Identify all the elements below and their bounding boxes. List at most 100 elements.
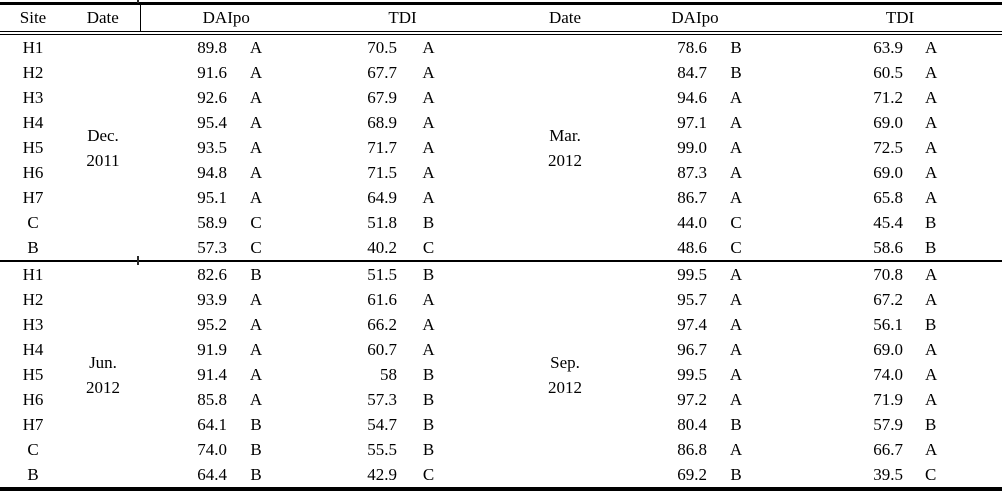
daipo-value-left: 92.6 — [197, 87, 227, 107]
site-cell: H4 — [22, 339, 44, 359]
tdi-value-left: 71.5 — [367, 162, 397, 182]
tdi-grade-right: A — [925, 389, 938, 409]
daipo-value-right: 99.5 — [677, 264, 708, 284]
daipo-grade-left: A — [249, 289, 263, 309]
tdi-value-left: 51.5 — [367, 264, 397, 284]
tdi-grade-left: C — [422, 464, 435, 484]
daipo-grade-left: A — [249, 37, 263, 57]
daipo-grade-left: A — [249, 137, 263, 157]
tdi-value-right: 58.6 — [760, 235, 909, 262]
date-line: Dec. — [87, 125, 119, 145]
tdi-grade-left: A — [422, 137, 435, 157]
daipo-value-left: 85.8 — [197, 389, 227, 409]
data-row-h1: H1 Jun. 2012 82.6 B 51.5 B Sep. 2012 99.5 A 70.8 A — [0, 261, 1002, 397]
tdi-value-left: 51.8 — [367, 212, 397, 232]
header-row: Site Date DAIpo TDI Date DAIpo TDI — [0, 3, 1002, 34]
col-header-daipo-left: DAIpo — [202, 8, 250, 27]
daipo-value-left: 64.4 — [197, 464, 227, 484]
daipo-value-left: 95.4 — [197, 112, 227, 132]
tdi-value-right: 56.1 — [873, 314, 904, 334]
data-row-h6: H6 94.8 A 71.5 A 87.3 A 69.0 A — [0, 160, 1002, 185]
tdi-value-right: 57.9 — [873, 414, 904, 434]
daipo-value-right: 80.4 — [677, 414, 708, 434]
tdi-value-left: 42.9 — [367, 464, 397, 484]
scan-artifact-tick-top — [137, 0, 139, 3]
tdi-value-right: 60.5 — [873, 62, 904, 82]
site-cell: H2 — [22, 62, 44, 82]
daipo-value-right: 97.2 — [677, 389, 708, 409]
tdi-value-left: 60.7 — [367, 339, 397, 359]
data-row-h4: H4 91.9 A 60.7 A 96.7 A 69.0 A — [0, 337, 1002, 362]
daipo-value-left: 58.9 — [197, 212, 227, 232]
daipo-grade-left: A — [249, 87, 263, 107]
tdi-value-right: 74.0 — [873, 364, 904, 384]
site-cell: H5 — [22, 137, 44, 157]
tdi-grade-right: B — [925, 414, 937, 434]
daipo-value-right: 84.7 — [677, 62, 708, 82]
daipo-grade-left: C — [250, 212, 262, 232]
daipo-value-right: 86.7 — [677, 187, 708, 207]
daipo-grade-right: A — [729, 87, 743, 107]
tdi-value-right: 71.2 — [873, 87, 904, 107]
tdi-grade-left: A — [422, 37, 435, 57]
daipo-grade-right: A — [729, 439, 743, 459]
daipo-value-right: 99.0 — [677, 137, 708, 157]
daipo-value-right: 87.3 — [677, 162, 708, 182]
daipo-grade-right: B — [730, 414, 742, 434]
data-row-b: B 64.4 B 42.9 C 69.2 B 39.5 C — [0, 462, 1002, 489]
tdi-value-right: 72.5 — [873, 137, 904, 157]
tdi-grade-left: B — [422, 364, 435, 384]
site-cell: H2 — [22, 289, 44, 309]
tdi-grade-right: C — [925, 464, 937, 484]
tdi-grade-left: B — [422, 414, 435, 434]
tdi-value-left: 61.6 — [367, 289, 397, 309]
col-header-gap — [455, 4, 530, 34]
daipo-value-right: 69.2 — [677, 464, 708, 484]
col-header-tdi-left: TDI — [388, 8, 417, 27]
daipo-value-right: 96.7 — [677, 339, 708, 359]
daipo-grade-left: A — [249, 389, 263, 409]
daipo-grade-right: A — [729, 289, 743, 309]
daipo-value-right: 97.1 — [677, 112, 708, 132]
date-line: Jun. — [89, 352, 117, 372]
daipo-value-left: 57.3 — [140, 235, 232, 262]
tdi-value-right: 65.8 — [873, 187, 904, 207]
date-cell-right: Mar. 2012 — [530, 33, 601, 262]
tdi-grade-left: A — [422, 112, 435, 132]
tdi-grade-left: A — [422, 62, 435, 82]
daipo-grade-right: A — [729, 162, 743, 182]
tdi-grade-right: A — [925, 439, 938, 459]
daipo-grade-right: C — [712, 235, 761, 262]
daipo-value-right: 44.0 — [677, 212, 708, 232]
site-cell: H1 — [22, 37, 44, 57]
site-cell: H3 — [22, 87, 44, 107]
daipo-value-left: 82.6 — [197, 264, 227, 284]
date-line: 2012 — [548, 377, 583, 397]
site-cell: H7 — [22, 187, 44, 207]
daipo-value-right: 78.6 — [677, 37, 708, 57]
data-row-h5: H5 93.5 A 71.7 A 99.0 A 72.5 A — [0, 135, 1002, 160]
tdi-grade-right: A — [925, 289, 938, 309]
scan-artifact-tick-mid — [137, 256, 139, 265]
date-line: 2012 — [548, 150, 583, 170]
daipo-value-left: 93.9 — [197, 289, 227, 309]
daipo-grade-left: A — [249, 314, 263, 334]
tdi-grade-left: C — [402, 235, 456, 262]
tdi-grade-left: A — [422, 162, 435, 182]
date-cell-left: Dec. 2011 — [66, 33, 140, 262]
tdi-grade-right: A — [925, 62, 938, 82]
tdi-value-right: 45.4 — [873, 212, 904, 232]
date-cell-right: Sep. 2012 — [530, 261, 600, 489]
gap-cell — [455, 261, 530, 489]
daipo-value-left: 91.9 — [197, 339, 227, 359]
daipo-grade-right: A — [729, 264, 743, 284]
tdi-value-right: 67.2 — [873, 289, 904, 309]
tdi-grade-right: B — [908, 235, 1002, 262]
tdi-value-left: 70.5 — [367, 37, 397, 57]
date-line: Sep. — [550, 352, 580, 372]
gap-cell — [455, 33, 531, 262]
site-cell: B — [0, 235, 66, 262]
daipo-grade-right: A — [729, 112, 743, 132]
